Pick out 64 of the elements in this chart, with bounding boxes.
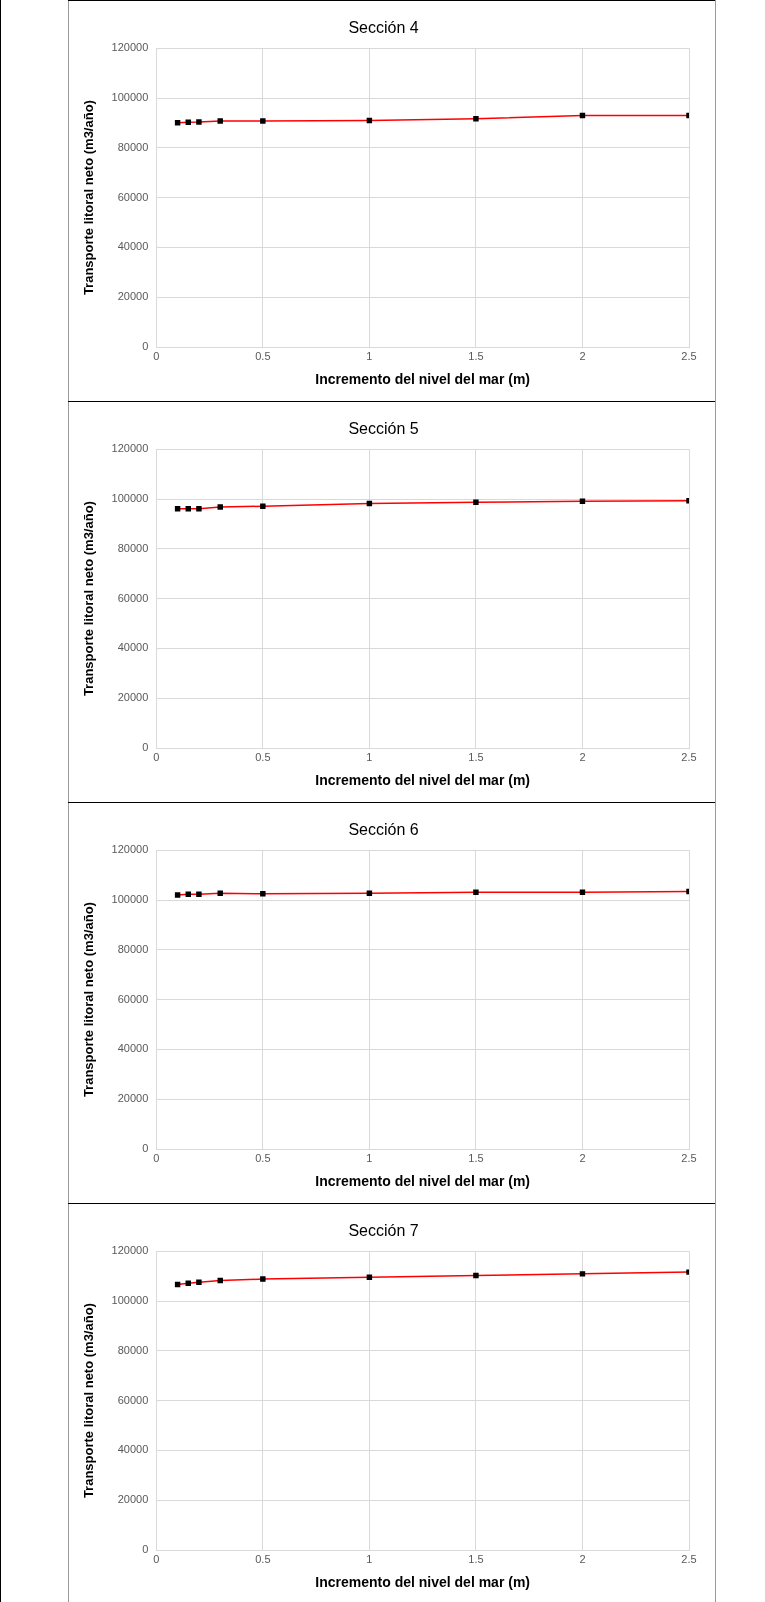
x-tick-label: 2 <box>579 750 586 763</box>
y-tick-label: 20000 <box>117 691 149 704</box>
y-tick-label: 20000 <box>117 1092 149 1105</box>
x-tick-label: 1 <box>366 750 373 763</box>
x-axis-title: Incremento del nivel del mar (m) <box>315 1574 531 1591</box>
y-tick-label: 80000 <box>117 140 149 153</box>
y-tick-label: 0 <box>142 340 149 353</box>
y-tick-label: 60000 <box>117 190 149 203</box>
y-tick-label: 40000 <box>117 1042 149 1055</box>
x-tick-label: 1.5 <box>468 1552 484 1565</box>
x-tick-label: 2 <box>579 1552 586 1565</box>
x-tick-label: 0.5 <box>255 750 271 763</box>
y-tick-label: 100000 <box>111 492 149 505</box>
y-tick-label: 0 <box>142 1142 149 1155</box>
y-tick-label: 60000 <box>117 992 149 1005</box>
x-tick-label: 1.5 <box>468 349 484 362</box>
y-tick-label: 120000 <box>111 41 149 54</box>
x-tick-label: 0 <box>153 1552 160 1565</box>
y-tick-label: 20000 <box>117 290 149 303</box>
x-axis-title: Incremento del nivel del mar (m) <box>315 772 531 789</box>
x-tick-label: 0 <box>153 750 160 763</box>
x-axis-title: Incremento del nivel del mar (m) <box>315 371 531 388</box>
x-tick-label: 1.5 <box>468 750 484 763</box>
y-tick-label: 100000 <box>111 893 149 906</box>
y-tick-label: 80000 <box>117 1343 149 1356</box>
x-tick-label: 0.5 <box>255 349 271 362</box>
y-axis-title: Transporte litoral neto (m3/año) <box>81 1303 97 1499</box>
y-tick-label: 40000 <box>117 641 149 654</box>
y-tick-label: 0 <box>142 1543 149 1556</box>
chart-title: Sección 7 <box>348 1222 419 1240</box>
y-tick-label: 120000 <box>111 1244 149 1257</box>
chart-title: Sección 4 <box>348 19 419 37</box>
y-tick-label: 40000 <box>117 240 149 253</box>
y-tick-label: 80000 <box>117 541 149 554</box>
x-tick-label: 1 <box>366 1552 373 1565</box>
x-tick-label: 2 <box>579 1151 586 1164</box>
x-tick-label: 2.5 <box>681 750 697 763</box>
x-axis-title: Incremento del nivel del mar (m) <box>315 1173 531 1190</box>
x-tick-label: 0 <box>153 349 160 362</box>
y-tick-label: 120000 <box>111 442 149 455</box>
y-tick-label: 60000 <box>117 1393 149 1406</box>
x-tick-label: 0.5 <box>255 1151 271 1164</box>
y-axis-title: Transporte litoral neto (m3/año) <box>81 501 97 697</box>
y-tick-label: 100000 <box>111 91 149 104</box>
x-tick-label: 2 <box>579 349 586 362</box>
x-tick-label: 0.5 <box>255 1552 271 1565</box>
chart-title: Sección 6 <box>348 821 419 839</box>
x-tick-label: 1.5 <box>468 1151 484 1164</box>
y-tick-label: 100000 <box>111 1294 149 1307</box>
chart-title: Sección 5 <box>348 420 419 438</box>
x-tick-label: 2.5 <box>681 1151 697 1164</box>
y-tick-label: 20000 <box>117 1493 149 1506</box>
x-tick-label: 1 <box>366 349 373 362</box>
x-tick-label: 0 <box>153 1151 160 1164</box>
x-tick-label: 2.5 <box>681 349 697 362</box>
y-tick-label: 60000 <box>117 591 149 604</box>
y-axis-title: Transporte litoral neto (m3/año) <box>81 902 97 1098</box>
y-tick-label: 80000 <box>117 942 149 955</box>
x-tick-label: 1 <box>366 1151 373 1164</box>
x-tick-label: 2.5 <box>681 1552 697 1565</box>
y-axis-title: Transporte litoral neto (m3/año) <box>81 100 97 296</box>
y-tick-label: 120000 <box>111 843 149 856</box>
y-tick-label: 0 <box>142 741 149 754</box>
y-tick-label: 40000 <box>117 1443 149 1456</box>
